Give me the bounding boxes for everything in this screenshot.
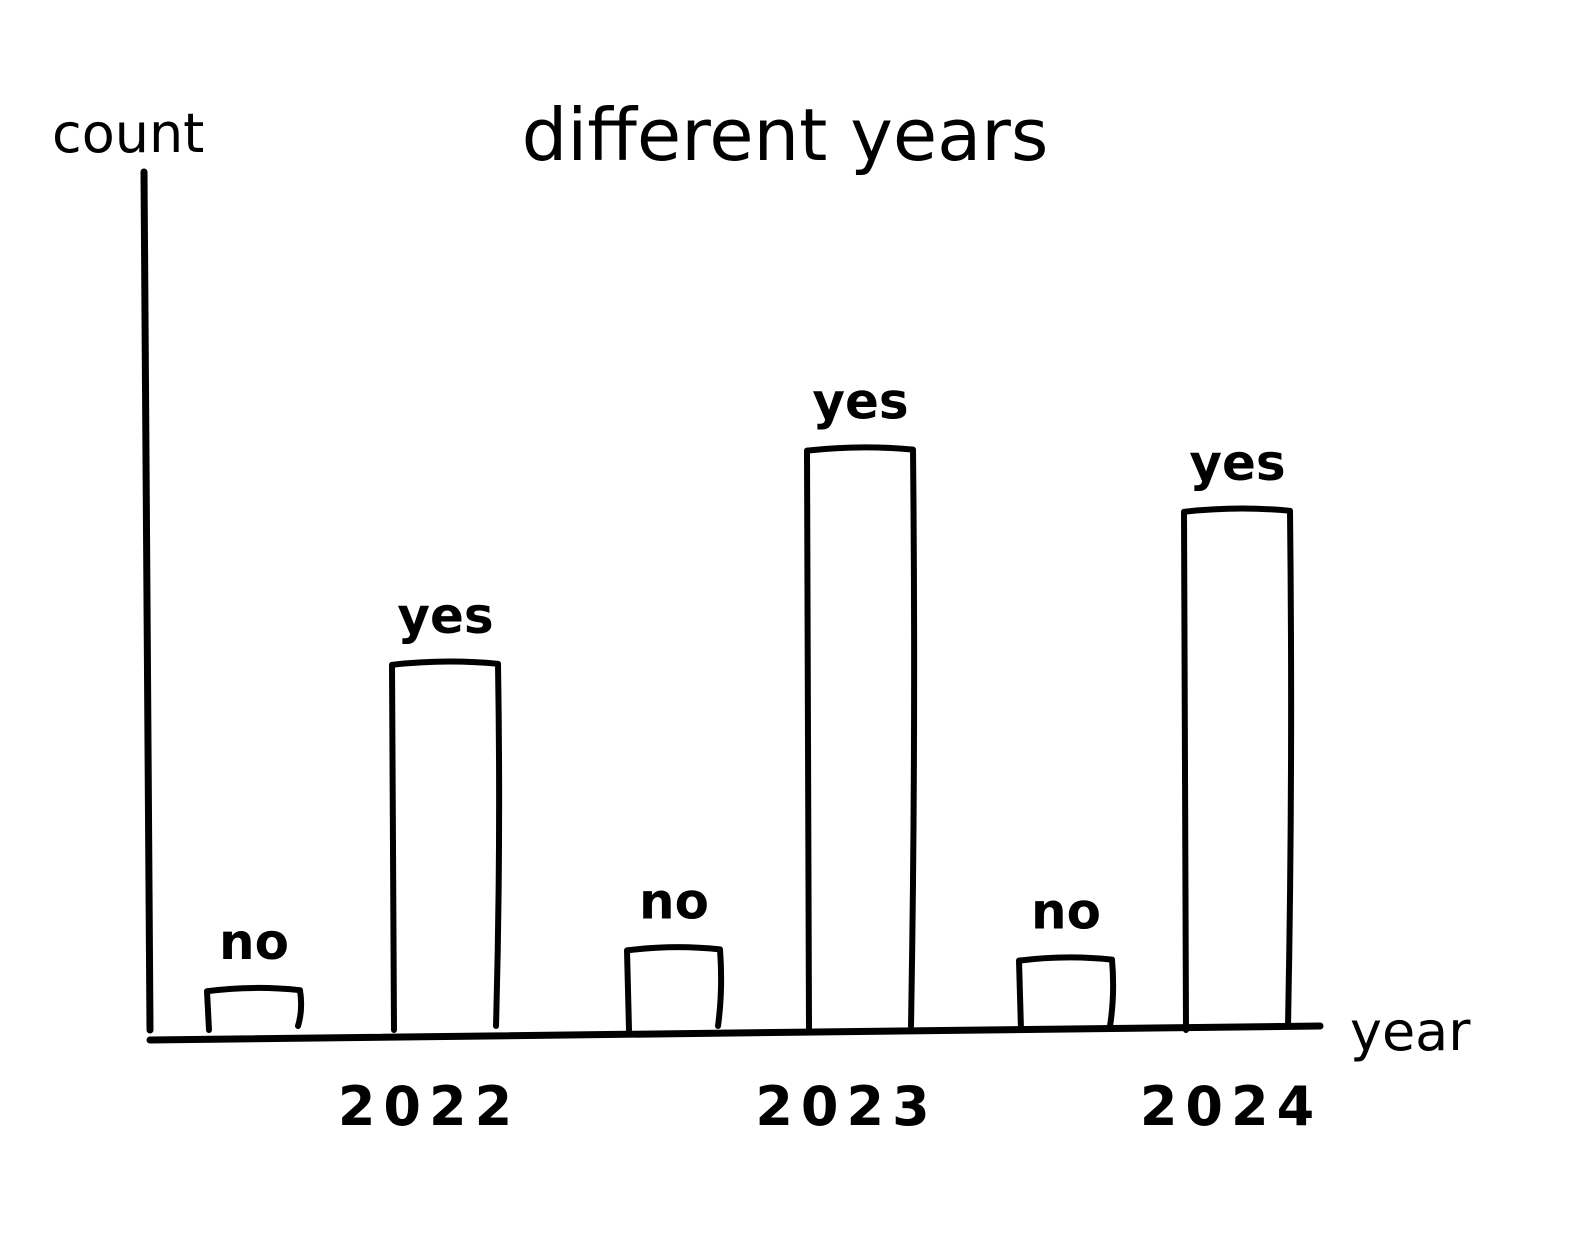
x-axis-line bbox=[146, 1022, 1324, 1044]
bar-labels-group: no yes no yes no yes bbox=[219, 373, 1286, 972]
x-tick-label-2023: 2023 bbox=[755, 1075, 937, 1138]
bar-yes-2024 bbox=[1181, 505, 1295, 1033]
chart-title: different years bbox=[522, 93, 1049, 177]
bars-group bbox=[204, 444, 1295, 1033]
x-tick-label-2022: 2022 bbox=[338, 1075, 520, 1138]
bar-label-yes-2023: yes bbox=[812, 373, 908, 431]
x-tick-label-2024: 2024 bbox=[1140, 1075, 1322, 1138]
x-axis-label: year bbox=[1350, 1000, 1471, 1063]
bar-no-2024 bbox=[1016, 954, 1117, 1033]
bar-yes-2023 bbox=[804, 444, 918, 1033]
bar-no-2022 bbox=[204, 984, 305, 1033]
y-axis-label: count bbox=[52, 102, 204, 165]
bar-label-no-2022: no bbox=[219, 913, 289, 971]
bar-label-no-2024: no bbox=[1031, 883, 1101, 941]
y-axis-line bbox=[140, 168, 154, 1034]
bar-label-yes-2024: yes bbox=[1189, 434, 1285, 492]
bar-no-2023 bbox=[624, 944, 725, 1033]
bar-yes-2022 bbox=[389, 658, 503, 1033]
tick-labels-group: 2022 2023 2024 bbox=[338, 1075, 1322, 1138]
bar-label-no-2023: no bbox=[639, 872, 709, 930]
bar-label-yes-2022: yes bbox=[397, 587, 493, 645]
